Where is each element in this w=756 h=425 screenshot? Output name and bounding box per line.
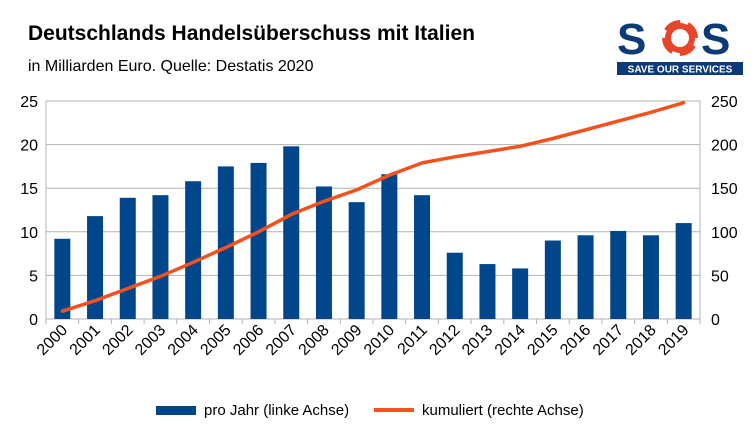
legend-item-bars: pro Jahr (linke Achse) [156, 398, 349, 422]
bar [217, 166, 234, 319]
bar [283, 146, 300, 319]
x-tick-label: 2016 [557, 322, 594, 359]
x-tick-label: 2014 [492, 322, 529, 359]
y-tick-label: 20 [20, 138, 38, 155]
x-tick-label: 2006 [230, 322, 267, 359]
chart-subtitle: in Milliarden Euro. Quelle: Destatis 202… [28, 58, 314, 75]
x-tick-label: 2008 [296, 322, 333, 359]
bar [675, 223, 692, 319]
legend-bar-swatch [156, 405, 196, 415]
legend-item-line: kumuliert (rechte Achse) [374, 398, 584, 422]
legend-label-line: kumuliert (rechte Achse) [422, 401, 584, 419]
y-tick-label: 15 [20, 181, 38, 198]
bar [381, 174, 398, 319]
x-tick-label: 2007 [263, 322, 300, 359]
x-tick-label: 2009 [328, 322, 365, 359]
x-tick-label: 2013 [459, 322, 496, 359]
life-ring-icon [659, 17, 701, 59]
y2-tick-label: 150 [711, 181, 738, 198]
bar [315, 186, 332, 319]
bar [642, 235, 659, 319]
x-tick-label: 2011 [395, 322, 431, 358]
sos-logo: S S SAVE OUR SERVICES [617, 15, 743, 76]
y-tick-label: 0 [29, 312, 38, 329]
y-tick-label: 5 [29, 268, 38, 285]
x-tick-label: 2005 [197, 322, 234, 359]
x-tick-label: 2019 [655, 322, 692, 359]
y-tick-label: 25 [20, 94, 38, 111]
logo-letter-s1: S [617, 15, 646, 64]
logo-tagline-bar [617, 62, 743, 75]
x-tick-label: 2004 [165, 322, 202, 359]
bar [577, 235, 594, 319]
series-line [60, 100, 686, 313]
bar [512, 268, 529, 319]
x-tick-label: 2001 [67, 322, 104, 359]
bar [152, 195, 169, 319]
x-tick-label: 2010 [361, 322, 398, 359]
bar [414, 195, 431, 319]
x-tick-label: 2000 [34, 322, 71, 359]
logo-letter-s2: S [701, 15, 730, 64]
x-tick-label: 2017 [590, 322, 627, 359]
bar [250, 162, 267, 319]
y2-tick-label: 250 [711, 94, 738, 111]
legend-label-bars: pro Jahr (linke Achse) [204, 401, 350, 419]
y2-tick-label: 100 [711, 225, 738, 242]
y2-tick-label: 200 [711, 138, 738, 155]
bar [544, 240, 561, 319]
logo-tagline: SAVE OUR SERVICES [628, 65, 733, 76]
bar [446, 252, 463, 319]
bar [87, 216, 104, 319]
y2-tick-label: 50 [711, 268, 729, 285]
bar [119, 197, 136, 319]
bar [479, 264, 496, 319]
x-tick-label: 2012 [426, 322, 463, 359]
x-tick-label: 2002 [99, 322, 136, 359]
x-tick-label: 2018 [623, 322, 660, 359]
bar [54, 238, 71, 319]
legend: pro Jahr (linke Achse) kumuliert (rechte… [0, 398, 756, 422]
legend-line-swatch [374, 408, 414, 412]
y-tick-label: 10 [20, 225, 38, 242]
bar [185, 181, 202, 319]
y2-tick-label: 0 [711, 312, 720, 329]
chart-title: Deutschlands Handelsüberschuss mit Itali… [28, 22, 475, 45]
x-tick-label: 2003 [132, 322, 169, 359]
bar [348, 202, 365, 319]
bar [610, 230, 627, 319]
x-tick-label: 2015 [524, 322, 561, 359]
